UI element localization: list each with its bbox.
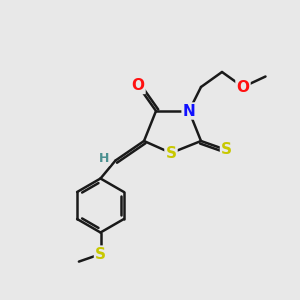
Text: N: N <box>183 103 195 118</box>
Text: S: S <box>221 142 232 158</box>
Text: S: S <box>95 247 106 262</box>
Text: S: S <box>166 146 176 160</box>
Text: O: O <box>131 78 145 93</box>
Text: H: H <box>99 152 109 165</box>
Text: O: O <box>236 80 250 94</box>
